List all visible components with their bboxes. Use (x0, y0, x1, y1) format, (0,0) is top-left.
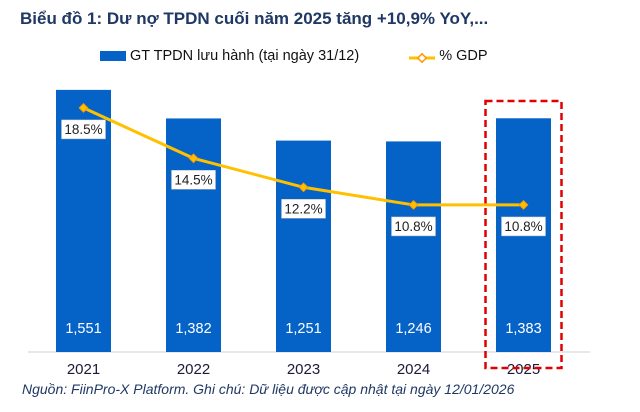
gdp-label-2025: 10.8% (504, 219, 542, 234)
bar-label-2022: 1,382 (175, 321, 211, 337)
gdp-point-2023 (298, 182, 309, 193)
bar-label-2021: 1,551 (65, 321, 101, 337)
gdp-point-2022 (188, 153, 199, 164)
source-note: Nguồn: FiinPro-X Platform. Ghi chú: Dữ l… (22, 381, 515, 397)
gdp-point-2025 (518, 199, 529, 210)
gdp-label-2023: 12.2% (284, 201, 322, 216)
highlight-box (484, 99, 563, 370)
bar-label-2025: 1,383 (505, 321, 541, 337)
gdp-label-bg-2025 (501, 216, 546, 237)
x-tick-2021: 2021 (67, 361, 100, 378)
gdp-label-bg-2022 (171, 170, 216, 190)
x-tick-2022: 2022 (177, 361, 210, 378)
gdp-label-2021: 18.5% (64, 122, 102, 137)
legend: GT TPDN lưu hành (tại ngày 31/12) % GDP (100, 48, 488, 64)
bar-2023 (276, 140, 331, 352)
x-tick-2023: 2023 (287, 361, 320, 378)
legend-line-label: % GDP (439, 48, 488, 64)
chart-title: Biểu đồ 1: Dư nợ TPDN cuối năm 2025 tăng… (20, 9, 489, 28)
gdp-label-2022: 14.5% (174, 172, 212, 187)
bar-label-2024: 1,246 (395, 321, 431, 337)
gdp-label-bg-2021 (61, 119, 106, 140)
legend-bar-label: GT TPDN lưu hành (tại ngày 31/12) (130, 48, 360, 64)
gdp-label-bg-2024 (391, 216, 436, 237)
gdp-point-2024 (408, 199, 419, 210)
bar-2024 (386, 141, 441, 352)
gdp-label-bg-2023 (281, 199, 326, 219)
bar-label-2023: 1,251 (285, 321, 321, 337)
x-tick-2025: 2025 (507, 361, 540, 378)
gdp-point-2021 (78, 102, 89, 113)
x-tick-2024: 2024 (397, 361, 430, 378)
legend-line-swatch (409, 51, 436, 64)
legend-bar-swatch (100, 51, 126, 61)
gdp-label-2024: 10.8% (394, 219, 432, 234)
